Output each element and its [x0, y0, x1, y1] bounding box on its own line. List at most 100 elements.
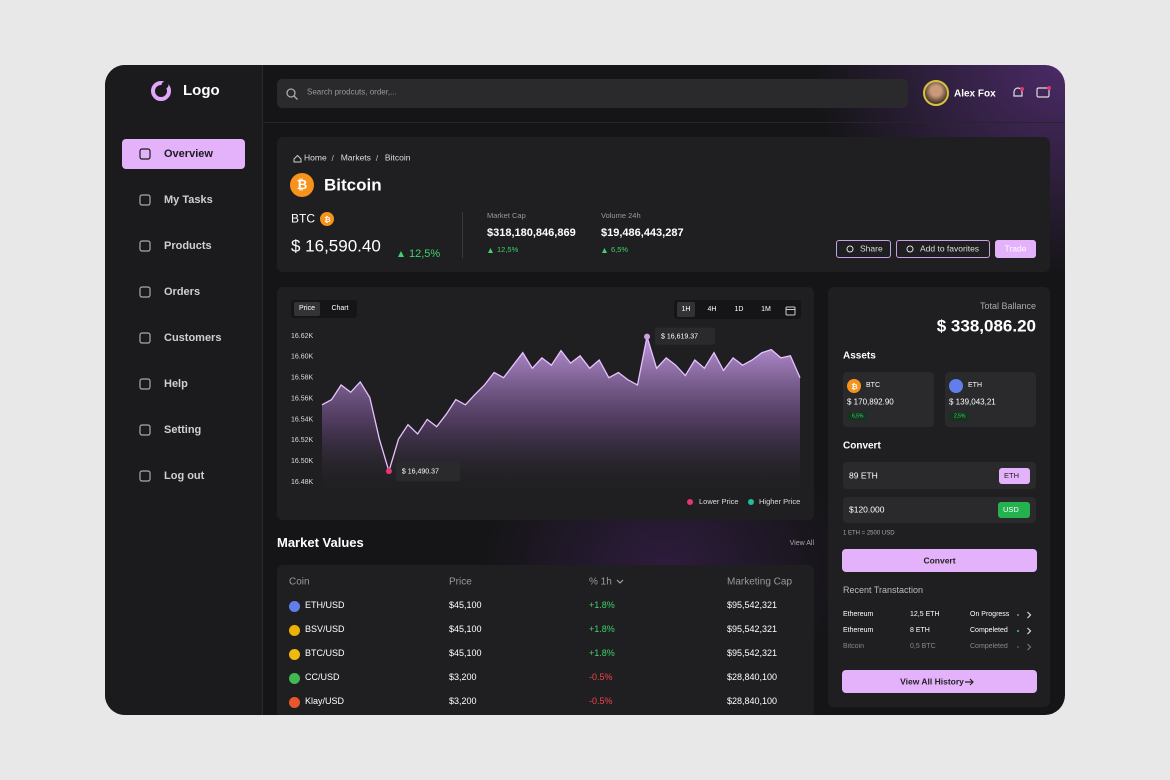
action-label[interactable]: Trade	[1004, 243, 1027, 254]
range-tab[interactable]: 1D	[734, 306, 744, 314]
table-cell: $95,542,321	[727, 624, 778, 635]
asset-change: 2,5%	[954, 412, 966, 419]
currency-chip[interactable]	[999, 468, 1030, 484]
coin-icon	[288, 648, 300, 660]
nav-active[interactable]	[122, 139, 245, 169]
range-tab[interactable]: 4H	[707, 306, 717, 314]
coin-icon	[288, 600, 300, 612]
up-arrow	[601, 247, 607, 253]
currency: ETH	[1004, 470, 1019, 480]
range-active	[677, 302, 695, 317]
y-tick-label: 16.52K	[291, 437, 314, 444]
coin-icon	[290, 173, 314, 197]
assets-title: Assets	[843, 350, 876, 362]
stat-label: Market Cap	[487, 210, 526, 220]
table-cell: $95,542,321	[727, 648, 778, 659]
y-tick-label: 16.62K	[291, 333, 314, 340]
action-button[interactable]	[836, 240, 891, 258]
nav-item[interactable]: My Tasks	[164, 193, 213, 206]
up-arrow	[398, 251, 404, 257]
home-icon	[293, 154, 301, 162]
history-button-label[interactable]: View All History	[900, 676, 964, 687]
high-tooltip	[655, 327, 716, 345]
convert-button-label[interactable]: Convert	[923, 555, 956, 566]
chevron	[1027, 627, 1032, 635]
coin-symbol-icon	[320, 212, 334, 226]
y-tick-label: 16.56K	[291, 395, 314, 402]
nav-icon	[139, 332, 151, 344]
nav-item[interactable]: Orders	[164, 285, 201, 298]
header-divider	[462, 212, 463, 258]
legend-label: Higher Price	[759, 497, 800, 506]
breadcrumb-item[interactable]: Markets	[340, 152, 371, 163]
chart-tab[interactable]: Price	[299, 305, 315, 313]
transaction-cell: Ethereum	[843, 611, 874, 619]
table-cell: $95,542,321	[727, 600, 778, 611]
column-header: Price	[449, 576, 472, 588]
convert-amount: 89 ETH	[849, 470, 878, 481]
breadcrumb-item: Bitcoin	[384, 152, 411, 163]
nav-item[interactable]: Products	[164, 239, 212, 252]
arrow-icon	[964, 678, 974, 686]
action-label[interactable]: Share	[860, 243, 883, 254]
range-tab[interactable]: 1H	[681, 306, 691, 314]
table-cell: Klay/USD	[305, 696, 345, 707]
nav-icon	[139, 148, 151, 160]
asset-symbol: BTC	[866, 382, 880, 390]
coin-icon	[288, 624, 300, 636]
svg-text:₿: ₿	[297, 177, 308, 192]
action-button[interactable]	[995, 240, 1036, 258]
action-button[interactable]	[896, 240, 990, 258]
nav-item[interactable]: Help	[164, 377, 188, 390]
transaction-cell: Ethereum	[843, 627, 874, 635]
price-line	[321, 336, 801, 474]
sidebar	[105, 65, 263, 715]
market-table	[277, 565, 814, 715]
status-dot	[1016, 613, 1020, 617]
low-tooltip	[395, 462, 460, 482]
up-arrow	[487, 247, 493, 253]
avatar[interactable]	[923, 80, 949, 106]
nav-item[interactable]: Customers	[164, 331, 222, 344]
y-tick-label: 16.60K	[291, 354, 314, 361]
market-title: Market Values	[277, 534, 364, 550]
breadcrumb-sep: /	[331, 153, 334, 163]
history-button[interactable]	[842, 670, 1037, 693]
breadcrumb-item[interactable]: Home	[304, 152, 327, 163]
table-cell: -0.5%	[589, 672, 613, 683]
search-box[interactable]	[277, 79, 908, 108]
nav-item[interactable]: Log out	[164, 469, 205, 482]
low-annotation: $ 16,490.37	[402, 469, 439, 476]
legend-dot	[687, 499, 693, 505]
svg-text:₿: ₿	[851, 382, 857, 391]
asset-change: 6,5%	[852, 412, 864, 419]
nav-item[interactable]: Setting	[164, 423, 202, 436]
action-icon	[906, 245, 914, 253]
market-link[interactable]: View All	[789, 540, 814, 548]
stat-value: $318,180,846,869	[487, 226, 576, 239]
table-cell: $3,200	[449, 696, 477, 707]
range-tab[interactable]: 1M	[761, 306, 771, 314]
currency-chip[interactable]	[998, 502, 1030, 518]
asset-icon	[847, 379, 861, 393]
chart-tab[interactable]: Chart	[331, 305, 349, 313]
column-header: Coin	[289, 576, 310, 588]
y-tick-label: 16.48K	[291, 479, 314, 486]
stat-value: $19,486,443,287	[601, 226, 684, 239]
table-cell: CC/USD	[305, 672, 340, 683]
bell-icon	[1013, 87, 1024, 97]
y-tick-label: 16.50K	[291, 458, 314, 465]
convert-button[interactable]	[842, 549, 1037, 572]
status-dot	[1016, 629, 1020, 633]
asset-value: $ 170,892.90	[847, 397, 894, 407]
nav-item[interactable]: Overview	[164, 147, 213, 160]
search-icon	[286, 88, 298, 100]
asset-icon	[949, 379, 963, 393]
convert-title: Convert	[843, 440, 881, 452]
range-tabs	[674, 300, 801, 319]
y-tick-label: 16.58K	[291, 375, 314, 382]
table-cell: ETH/USD	[305, 600, 345, 611]
action-label[interactable]: Add to favorites	[920, 243, 980, 254]
logo-icon	[151, 81, 171, 101]
